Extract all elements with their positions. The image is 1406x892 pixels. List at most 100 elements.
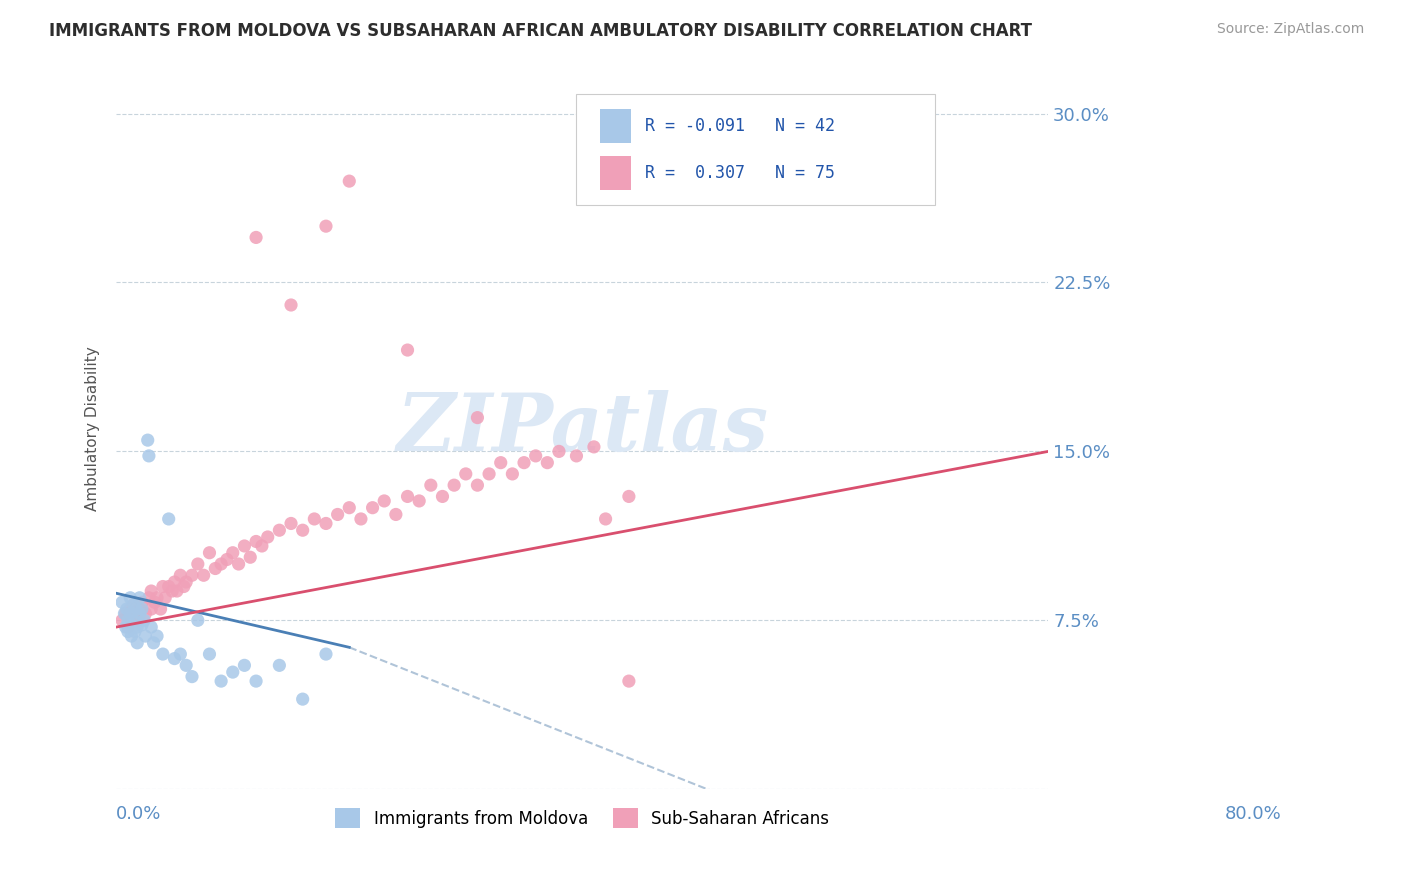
- Point: [138, 591, 160, 605]
- Point: [233, 658, 256, 673]
- Point: [256, 530, 278, 544]
- Point: [582, 440, 605, 454]
- Point: [169, 568, 191, 582]
- Text: 80.0%: 80.0%: [1225, 805, 1281, 823]
- Point: [120, 617, 142, 632]
- Point: [524, 449, 547, 463]
- Y-axis label: Ambulatory Disability: Ambulatory Disability: [86, 346, 100, 511]
- Point: [166, 584, 188, 599]
- Point: [127, 636, 149, 650]
- Text: R = -0.091   N = 42: R = -0.091 N = 42: [645, 117, 835, 135]
- Point: [146, 629, 169, 643]
- Point: [209, 557, 232, 571]
- Point: [152, 647, 174, 661]
- Point: [120, 629, 142, 643]
- Point: [111, 613, 134, 627]
- Point: [245, 674, 267, 689]
- Point: [280, 516, 302, 531]
- Point: [120, 591, 142, 605]
- Point: [122, 598, 145, 612]
- Point: [396, 490, 419, 504]
- Point: [245, 230, 267, 244]
- Point: [160, 584, 183, 599]
- Point: [350, 512, 373, 526]
- Point: [361, 500, 384, 515]
- Point: [127, 620, 149, 634]
- Point: [124, 624, 146, 639]
- Point: [617, 490, 640, 504]
- Point: [143, 595, 166, 609]
- Point: [141, 620, 163, 634]
- Point: [163, 651, 186, 665]
- Text: R =  0.307   N = 75: R = 0.307 N = 75: [645, 164, 835, 182]
- Point: [152, 580, 174, 594]
- Point: [181, 670, 204, 684]
- Point: [157, 512, 180, 526]
- Point: [122, 613, 145, 627]
- Point: [187, 557, 209, 571]
- Point: [233, 539, 256, 553]
- Point: [120, 607, 142, 621]
- Point: [198, 546, 221, 560]
- Point: [149, 602, 172, 616]
- Legend: Immigrants from Moldova, Sub-Saharan Africans: Immigrants from Moldova, Sub-Saharan Afr…: [329, 801, 837, 835]
- Point: [222, 546, 245, 560]
- Point: [478, 467, 501, 481]
- Point: [419, 478, 441, 492]
- Point: [134, 613, 156, 627]
- Point: [209, 674, 232, 689]
- Point: [157, 580, 180, 594]
- Point: [326, 508, 349, 522]
- Point: [291, 692, 314, 706]
- Point: [489, 456, 512, 470]
- Point: [181, 568, 204, 582]
- Point: [315, 219, 337, 234]
- Point: [280, 298, 302, 312]
- Point: [146, 591, 169, 605]
- Point: [269, 658, 291, 673]
- Point: [115, 602, 138, 616]
- Point: [269, 523, 291, 537]
- Point: [131, 617, 153, 632]
- Point: [114, 620, 136, 634]
- Point: [120, 602, 142, 616]
- Point: [222, 665, 245, 679]
- Point: [595, 512, 617, 526]
- Point: [134, 629, 156, 643]
- Text: ZIPatlas: ZIPatlas: [396, 390, 768, 467]
- Point: [215, 552, 238, 566]
- Point: [153, 591, 176, 605]
- Point: [141, 602, 163, 616]
- Point: [122, 607, 145, 621]
- Text: IMMIGRANTS FROM MOLDOVA VS SUBSAHARAN AFRICAN AMBULATORY DISABILITY CORRELATION : IMMIGRANTS FROM MOLDOVA VS SUBSAHARAN AF…: [49, 22, 1032, 40]
- Point: [174, 658, 197, 673]
- Point: [128, 607, 150, 621]
- Point: [187, 613, 209, 627]
- Point: [337, 174, 360, 188]
- Point: [373, 494, 395, 508]
- Point: [432, 490, 454, 504]
- Point: [125, 602, 148, 616]
- Point: [174, 574, 197, 589]
- Point: [141, 584, 163, 599]
- Point: [134, 607, 156, 621]
- Point: [173, 580, 195, 594]
- Point: [128, 591, 150, 605]
- Text: 0.0%: 0.0%: [117, 805, 162, 823]
- Point: [501, 467, 523, 481]
- Point: [128, 602, 150, 616]
- Point: [204, 561, 226, 575]
- Point: [198, 647, 221, 661]
- Point: [565, 449, 588, 463]
- Point: [315, 516, 337, 531]
- Point: [138, 449, 160, 463]
- Point: [117, 624, 139, 639]
- Point: [467, 478, 489, 492]
- Point: [396, 343, 419, 357]
- Point: [315, 647, 337, 661]
- Point: [467, 410, 489, 425]
- Point: [304, 512, 326, 526]
- Point: [117, 613, 139, 627]
- Point: [193, 568, 215, 582]
- Point: [117, 620, 139, 634]
